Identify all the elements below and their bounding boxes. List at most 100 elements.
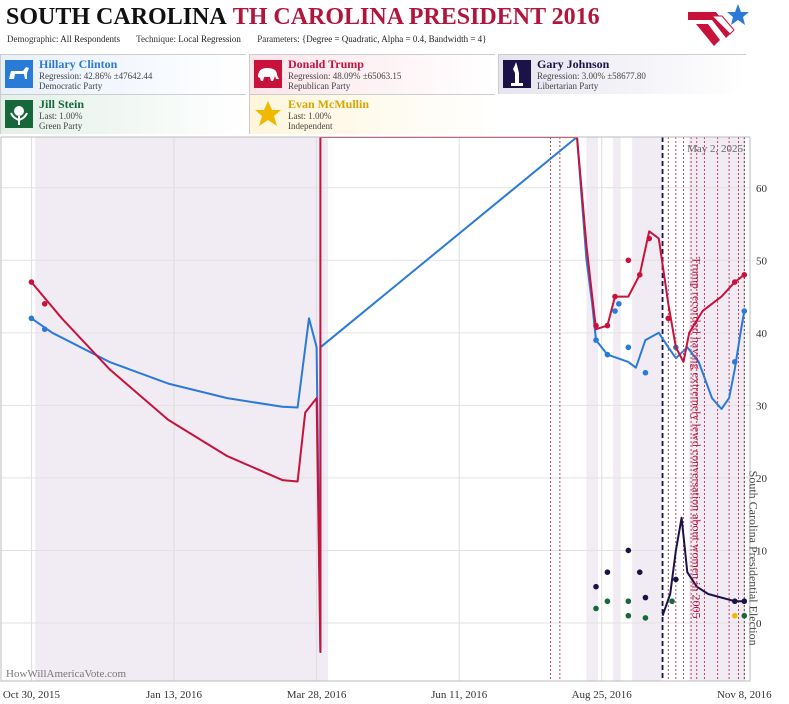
x-tick-label: Nov 8, 2016 xyxy=(717,689,772,701)
data-point xyxy=(731,598,738,605)
x-tick-label: Jan 13, 2016 xyxy=(146,689,202,701)
candidate-regression: Regression: 42.86% ±47642.44 xyxy=(39,71,153,81)
data-point xyxy=(646,235,653,242)
data-point xyxy=(731,279,738,285)
data-point xyxy=(593,337,599,343)
data-point xyxy=(625,547,632,554)
flower-icon xyxy=(3,97,35,131)
data-point xyxy=(604,351,611,358)
data-point xyxy=(731,612,738,619)
candidate-party: Independent xyxy=(288,121,333,131)
candidate-name: Gary Johnson xyxy=(537,57,610,71)
data-point xyxy=(625,612,632,619)
liberty-icon xyxy=(501,57,533,91)
shaded-range xyxy=(35,137,328,681)
candidate-party: Democratic Party xyxy=(39,81,103,91)
shaded-range xyxy=(632,137,663,681)
title-sub: TH CAROLINA PRESIDENT 2016 xyxy=(232,4,600,30)
x-tick-label: Jun 11, 2016 xyxy=(431,689,488,701)
data-point xyxy=(741,598,748,605)
shaded-range xyxy=(586,137,598,681)
data-point xyxy=(642,615,649,621)
candidate-name: Jill Stein xyxy=(39,97,85,111)
legend-donald-trump: Donald Trump Regression: 48.09% ±65063.1… xyxy=(249,54,495,94)
poll-chart: 0 10 20 30 40 50 60 Oct 30, 2015 Jan 13, 2016 Mar… xyxy=(0,136,772,701)
x-tick-label: Mar 28, 2016 xyxy=(287,689,347,701)
page-title: SOUTH CAROLINA TH CAROLINA PRESIDENT 2016 xyxy=(6,4,600,31)
y-tick-label: 0 xyxy=(756,618,762,630)
y-tick-label: 30 xyxy=(756,400,768,412)
candidate-last: Last: 1.00% xyxy=(288,111,332,121)
candidate-name: Evan McMullin xyxy=(288,97,370,111)
data-point xyxy=(625,257,632,264)
data-point xyxy=(604,569,611,575)
data-point xyxy=(28,279,35,285)
data-point xyxy=(616,301,622,307)
technique-value: Local Regression xyxy=(178,34,241,44)
y-tick-label: 40 xyxy=(756,328,768,340)
elephant-icon xyxy=(252,57,284,91)
annotation-text: Trump recorded having extremely lewd con… xyxy=(689,257,703,619)
data-point xyxy=(636,272,643,278)
candidate-party: Republican Party xyxy=(288,81,351,91)
candidate-party: Libertarian Party xyxy=(537,81,599,91)
parameters-value: {Degree = Quadratic, Alpha = 0.4, Bandwi… xyxy=(301,34,487,44)
shaded-range xyxy=(613,137,621,681)
data-point xyxy=(665,315,672,322)
chart-header: SOUTH CAROLINA TH CAROLINA PRESIDENT 2016… xyxy=(0,0,789,52)
y-tick-label: 10 xyxy=(756,545,768,557)
data-point xyxy=(741,272,748,278)
watermark: HowWillAmericaVote.com xyxy=(6,668,126,680)
data-point xyxy=(28,315,35,322)
data-point xyxy=(669,598,675,605)
candidate-name: Hillary Clinton xyxy=(39,57,118,71)
series-line xyxy=(30,137,746,653)
parameters-label: Parameters: xyxy=(257,34,300,44)
parameters-line: Demographic: All Respondents Technique: … xyxy=(7,34,487,44)
star-icon xyxy=(252,97,284,131)
legend-evan-mcmullin: Evan McMullin Last: 1.00% Independent xyxy=(249,94,495,134)
data-point xyxy=(612,293,618,300)
candidate-party: Green Party xyxy=(39,121,83,131)
donkey-icon xyxy=(3,57,35,91)
x-tick-label: Aug 25, 2016 xyxy=(572,689,633,701)
technique-label: Technique: xyxy=(136,34,176,44)
annotation-text: South Carolina Presidential Election xyxy=(746,471,760,646)
demographic-label: Demographic: xyxy=(7,34,59,44)
data-point xyxy=(41,301,48,307)
candidate-regression: Regression: 48.09% ±65063.15 xyxy=(288,71,402,81)
flag-star-logo xyxy=(688,4,749,46)
data-point xyxy=(593,583,599,590)
shaded-range xyxy=(689,137,745,681)
data-point xyxy=(604,598,611,605)
legend-jill-stein: Jill Stein Last: 1.00% Green Party xyxy=(0,94,246,134)
date-label: May 2, 2025 xyxy=(687,143,743,155)
y-tick-label: 20 xyxy=(756,473,768,485)
data-point xyxy=(612,308,618,314)
legend-gary-johnson: Gary Johnson Regression: 3.00% ±58677.80… xyxy=(498,54,746,94)
candidate-regression: Regression: 3.00% ±58677.80 xyxy=(537,71,646,81)
data-point xyxy=(642,594,649,601)
series-line xyxy=(30,137,745,653)
data-point xyxy=(593,322,599,329)
x-tick-label: Oct 30, 2015 xyxy=(3,689,61,701)
y-tick-label: 60 xyxy=(756,183,768,195)
candidate-last: Last: 1.00% xyxy=(39,111,83,121)
data-point xyxy=(636,569,643,575)
data-point xyxy=(673,576,679,583)
title-main: SOUTH CAROLINA xyxy=(6,4,227,30)
data-point xyxy=(731,359,738,365)
plot-area xyxy=(1,137,750,681)
data-point xyxy=(593,605,599,612)
plot-frame xyxy=(0,136,751,682)
data-point xyxy=(642,369,649,376)
series-line xyxy=(661,516,745,617)
data-point xyxy=(625,598,632,605)
y-tick-label: 50 xyxy=(756,255,768,267)
data-point xyxy=(41,326,48,333)
data-point xyxy=(625,344,632,351)
candidate-name: Donald Trump xyxy=(288,57,364,71)
data-point xyxy=(741,308,748,314)
data-point xyxy=(604,322,611,329)
demographic-value: All Respondents xyxy=(60,34,120,44)
